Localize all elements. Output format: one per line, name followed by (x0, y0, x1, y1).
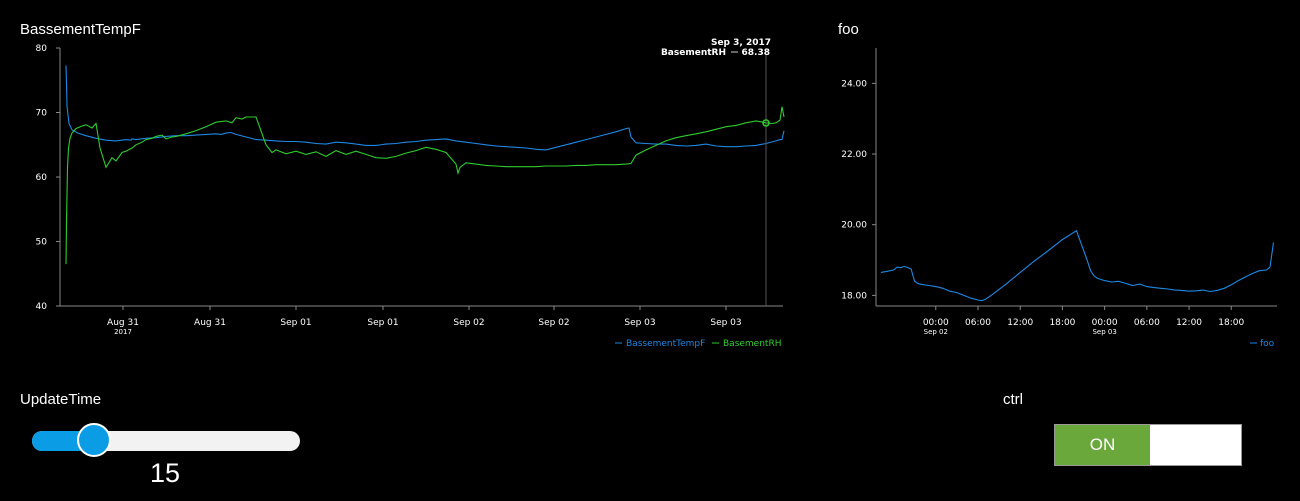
series-line-BasementRH (65, 106, 785, 265)
legend-label-temp: BassementTempF (626, 339, 705, 349)
x-tick-label: 06:00 (1134, 318, 1160, 328)
slider-value: 15 (149, 458, 181, 488)
switch-on-label: ON (1055, 425, 1150, 465)
tooltip-series: BasementRH (661, 48, 726, 58)
tooltip-value: 68.38 (742, 48, 770, 58)
y-tick-label: 80 (36, 44, 48, 54)
foo-chart-title: foo (838, 21, 859, 38)
x-tick-label: 00:00 (923, 318, 949, 328)
y-tick-label: 50 (36, 238, 48, 248)
y-tick-label: 18.00 (841, 291, 867, 301)
x-tick-label: Aug 31 (107, 318, 139, 328)
basement-chart-title: BassementTempF (20, 21, 141, 38)
x-tick-label: 18:00 (1218, 318, 1244, 328)
update-time-title: UpdateTime (20, 391, 102, 408)
x-tick-sublabel: 2017 (114, 328, 132, 336)
y-tick-label: 70 (36, 109, 48, 119)
x-tick-label: 00:00 (1092, 318, 1118, 328)
x-tick-label: Aug 31 (194, 318, 226, 328)
slider-thumb[interactable] (77, 423, 112, 457)
legend-label-foo: foo (1260, 339, 1275, 349)
y-tick-label: 24.00 (841, 79, 867, 89)
y-tick-label: 40 (36, 302, 48, 312)
x-tick-label: Sep 01 (280, 318, 311, 328)
update-time-slider[interactable] (32, 423, 300, 457)
hover-point (762, 119, 770, 127)
series-line-BassementTempF (65, 65, 785, 151)
ctrl-title: ctrl (1003, 391, 1023, 408)
x-tick-label: 12:00 (1007, 318, 1033, 328)
x-tick-sublabel: Sep 03 (1092, 328, 1116, 336)
x-tick-label: Sep 01 (367, 318, 398, 328)
x-tick-label: 12:00 (1176, 318, 1202, 328)
tooltip-date: Sep 3, 2017 (711, 38, 771, 48)
y-tick-label: 20.00 (841, 221, 867, 231)
y-tick-label: 22.00 (841, 150, 867, 160)
x-tick-label: Sep 02 (538, 318, 569, 328)
ctrl-switch[interactable]: ON (1054, 424, 1242, 466)
series-line-foo (880, 229, 1275, 302)
x-tick-sublabel: Sep 02 (924, 328, 948, 336)
x-tick-label: Sep 02 (453, 318, 484, 328)
x-tick-label: 18:00 (1049, 318, 1075, 328)
y-tick-label: 60 (36, 173, 48, 183)
x-tick-label: Sep 03 (710, 318, 741, 328)
legend-label-rh: BasementRH (723, 339, 781, 349)
x-tick-label: Sep 03 (624, 318, 655, 328)
x-tick-label: 06:00 (965, 318, 991, 328)
